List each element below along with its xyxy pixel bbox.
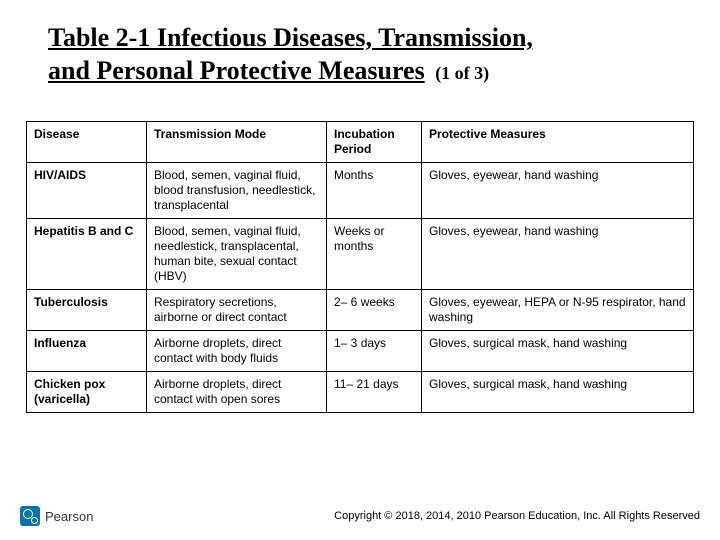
table-container: Disease Transmission Mode Incubation Per… <box>0 93 720 413</box>
cell-transmission: Respiratory secretions, airborne or dire… <box>147 290 327 331</box>
pearson-logo: Pearson <box>20 506 93 526</box>
cell-incubation: 2– 6 weeks <box>327 290 422 331</box>
pearson-logo-text: Pearson <box>45 509 93 524</box>
cell-protective: Gloves, surgical mask, hand washing <box>422 372 694 413</box>
cell-transmission: Airborne droplets, direct contact with o… <box>147 372 327 413</box>
cell-incubation: 1– 3 days <box>327 331 422 372</box>
table-header-row: Disease Transmission Mode Incubation Per… <box>27 122 694 163</box>
cell-protective: Gloves, eyewear, HEPA or N-95 respirator… <box>422 290 694 331</box>
col-disease: Disease <box>27 122 147 163</box>
table-row: Influenza Airborne droplets, direct cont… <box>27 331 694 372</box>
cell-transmission: Blood, semen, vaginal fluid, blood trans… <box>147 163 327 219</box>
pearson-logo-icon <box>20 506 40 526</box>
col-incubation: Incubation Period <box>327 122 422 163</box>
page-title: Table 2-1 Infectious Diseases, Transmiss… <box>48 22 680 87</box>
col-transmission: Transmission Mode <box>147 122 327 163</box>
table-row: HIV/AIDS Blood, semen, vaginal fluid, bl… <box>27 163 694 219</box>
cell-disease: Chicken pox (varicella) <box>27 372 147 413</box>
footer: Pearson Copyright © 2018, 2014, 2010 Pea… <box>20 506 700 526</box>
copyright-text: Copyright © 2018, 2014, 2010 Pearson Edu… <box>334 510 700 522</box>
title-line-1: Table 2-1 Infectious Diseases, Transmiss… <box>48 23 533 52</box>
title-subtitle: (1 of 3) <box>435 63 489 83</box>
cell-disease: Influenza <box>27 331 147 372</box>
col-protective: Protective Measures <box>422 122 694 163</box>
cell-incubation: 11– 21 days <box>327 372 422 413</box>
cell-protective: Gloves, surgical mask, hand washing <box>422 331 694 372</box>
cell-incubation: Months <box>327 163 422 219</box>
table-row: Chicken pox (varicella) Airborne droplet… <box>27 372 694 413</box>
cell-disease: Hepatitis B and C <box>27 219 147 290</box>
cell-transmission: Airborne droplets, direct contact with b… <box>147 331 327 372</box>
table-row: Hepatitis B and C Blood, semen, vaginal … <box>27 219 694 290</box>
title-line-2: and Personal Protective Measures <box>48 56 425 85</box>
cell-disease: HIV/AIDS <box>27 163 147 219</box>
cell-incubation: Weeks or months <box>327 219 422 290</box>
cell-disease: Tuberculosis <box>27 290 147 331</box>
table-row: Tuberculosis Respiratory secretions, air… <box>27 290 694 331</box>
cell-protective: Gloves, eyewear, hand washing <box>422 163 694 219</box>
cell-transmission: Blood, semen, vaginal fluid, needlestick… <box>147 219 327 290</box>
cell-protective: Gloves, eyewear, hand washing <box>422 219 694 290</box>
title-block: Table 2-1 Infectious Diseases, Transmiss… <box>0 0 720 93</box>
diseases-table: Disease Transmission Mode Incubation Per… <box>26 121 694 413</box>
